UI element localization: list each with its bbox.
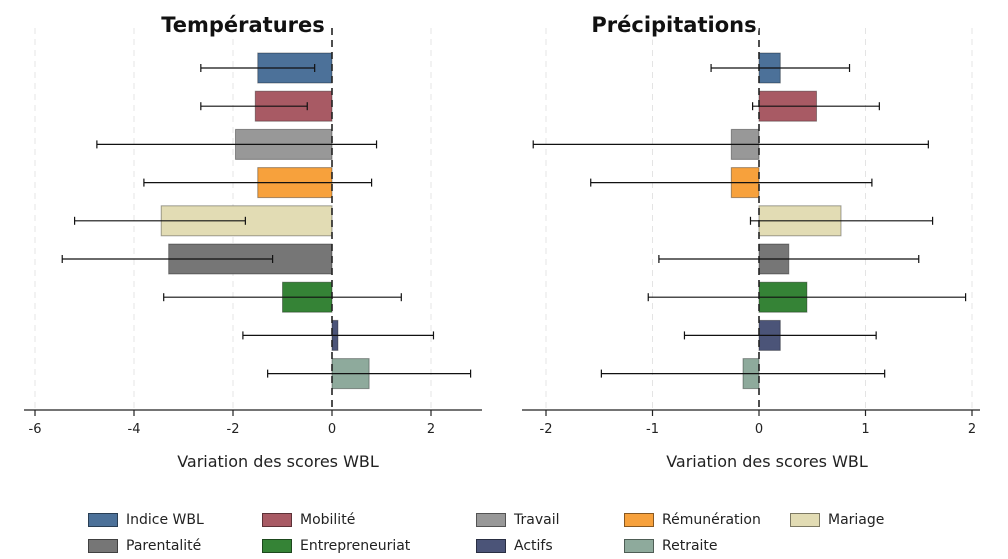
chart-title: Précipitations — [591, 13, 756, 37]
chart-legend: Indice WBL Mobilité Travail Rémunération Mar… — [0, 505, 1008, 559]
legend-item: Travail — [476, 510, 559, 530]
error-bar — [600, 369, 886, 378]
error-bar — [532, 140, 929, 149]
legend-swatch — [476, 513, 506, 527]
legend-swatch — [88, 539, 118, 553]
legend-label: Retraite — [662, 538, 718, 554]
legend-label: Parentalité — [126, 538, 202, 554]
x-tick-label: 0 — [328, 422, 336, 437]
chart-title: Températures — [161, 13, 325, 37]
error-bar — [590, 178, 873, 187]
error-bar — [267, 369, 472, 378]
legend-swatch — [624, 513, 654, 527]
error-bar — [752, 102, 880, 111]
error-bar — [96, 140, 378, 149]
legend-item: Indice WBL — [88, 510, 204, 530]
x-axis-title: Variation des scores WBL — [666, 452, 868, 471]
legend-label: Travail — [514, 512, 560, 528]
error-bar — [73, 216, 246, 225]
x-tick-label: -2 — [540, 422, 553, 437]
error-bar — [658, 255, 920, 263]
error-bar — [710, 64, 851, 72]
legend-swatch — [624, 539, 654, 553]
error-bar — [242, 331, 435, 340]
legend-label: Mobilité — [300, 512, 356, 528]
legend-item: Mariage — [790, 510, 884, 530]
legend-label: Entrepreneuriat — [300, 538, 411, 554]
legend-item: Rémunération — [624, 510, 761, 530]
x-tick-label: 1 — [861, 422, 869, 437]
error-bar — [61, 255, 274, 263]
error-bar — [143, 178, 373, 187]
legend-item: Entrepreneuriat — [262, 536, 410, 556]
legend-swatch — [262, 539, 292, 553]
legend-label: Actifs — [514, 538, 553, 554]
error-bar — [200, 64, 316, 72]
error-bar — [749, 216, 934, 225]
chart-panel-temperatures: -6 -4 -2 0 2 Variation des scores WBL Températ… — [24, 10, 482, 471]
error-bar — [163, 293, 402, 302]
legend-label: Mariage — [828, 512, 885, 528]
x-axis-title: Variation des scores WBL — [177, 452, 379, 471]
legend-item: Mobilité — [262, 510, 355, 530]
x-tick-label: 2 — [968, 422, 976, 437]
legend-item: Parentalité — [88, 536, 201, 556]
legend-item: Retraite — [624, 536, 718, 556]
legend-label: Rémunération — [662, 512, 761, 528]
legend-label: Indice WBL — [126, 512, 204, 528]
x-tick-label: -1 — [646, 422, 659, 437]
chart-canvas: -6 -4 -2 0 2 Variation des scores WBL Températ… — [24, 10, 980, 471]
x-tick-label: 2 — [427, 422, 435, 437]
error-bar — [200, 102, 308, 111]
legend-swatch — [476, 539, 506, 553]
legend-swatch — [262, 513, 292, 527]
x-tick-label: -4 — [128, 422, 141, 437]
x-tick-label: 0 — [755, 422, 763, 437]
legend-item: Actifs — [476, 536, 553, 556]
x-tick-label: -6 — [29, 422, 42, 437]
chart-panel-precipitations: -2 -1 0 1 2 Variation des scores WBL Précipita… — [522, 10, 980, 471]
error-bar — [647, 293, 967, 302]
legend-swatch — [790, 513, 820, 527]
x-tick-label: -2 — [227, 422, 240, 437]
legend-swatch — [88, 513, 118, 527]
error-bar — [683, 331, 877, 340]
